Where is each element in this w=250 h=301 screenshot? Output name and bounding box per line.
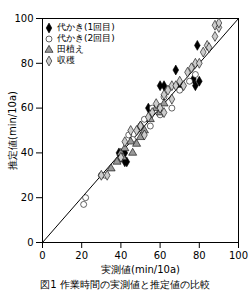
svg-text:40: 40 [21, 147, 34, 158]
svg-text:100: 100 [229, 250, 248, 261]
html-text:代かき(1回目): 代かき(1回目) [57, 22, 115, 32]
svg-text:100: 100 [14, 13, 33, 24]
html-text:田植え: 田植え [57, 44, 84, 54]
svg-text:20: 20 [21, 192, 34, 203]
html-text:収穫: 収穫 [57, 55, 75, 65]
svg-text:推定値(min/10a): 推定値(min/10a) [7, 91, 18, 170]
svg-text:40: 40 [115, 250, 128, 261]
svg-text:60: 60 [154, 250, 167, 261]
svg-text:0: 0 [39, 250, 45, 261]
html-text:代かき(2回目): 代かき(2回目) [57, 33, 115, 43]
svg-text:60: 60 [21, 102, 34, 113]
html-text:図1 作業時間の実測値と推定値の比較: 図1 作業時間の実測値と推定値の比較 [40, 279, 210, 290]
svg-text:実測値(min/10a): 実測値(min/10a) [101, 264, 180, 275]
svg-text:0: 0 [27, 237, 33, 248]
svg-text:80: 80 [21, 58, 34, 69]
svg-text:20: 20 [75, 250, 88, 261]
svg-text:80: 80 [193, 250, 206, 261]
